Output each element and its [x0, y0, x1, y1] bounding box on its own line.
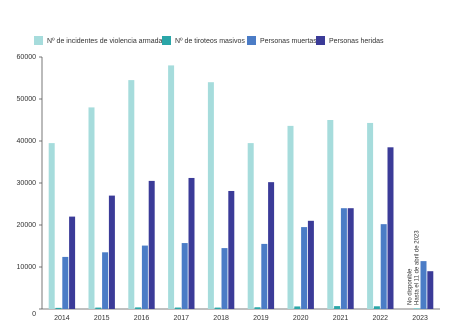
bar [327, 120, 334, 309]
bar [102, 252, 109, 309]
legend-swatch [34, 36, 43, 45]
bar [221, 248, 228, 309]
x-tick-label: 2023 [412, 315, 428, 322]
x-tick-label: 2015 [94, 315, 110, 322]
bar [181, 243, 188, 309]
bar [334, 306, 341, 309]
bar [174, 307, 181, 309]
annotation: No disponible [408, 268, 414, 305]
bar [88, 107, 95, 310]
x-tick-label: 2014 [54, 315, 70, 322]
x-tick-label: 2017 [174, 315, 190, 322]
legend-swatch [162, 36, 171, 45]
bar [62, 256, 69, 309]
bar [427, 271, 434, 309]
bar [69, 216, 76, 309]
bar [254, 307, 261, 309]
bar [247, 143, 254, 309]
y-tick-label: 40000 [17, 138, 37, 145]
y-tick-label: 0 [32, 311, 36, 318]
bar [214, 307, 221, 309]
bar [373, 306, 380, 309]
y-tick-label: 50000 [17, 96, 37, 103]
bar [207, 82, 214, 309]
legend-swatch [247, 36, 256, 45]
bar [168, 65, 175, 310]
bar [340, 208, 347, 309]
bar [128, 80, 135, 309]
x-tick-label: 2018 [213, 315, 229, 322]
bar [420, 261, 427, 309]
x-tick-label: 2022 [373, 315, 389, 322]
bar [188, 177, 195, 309]
bar [141, 245, 148, 309]
legend-swatch [316, 36, 325, 45]
bar [294, 306, 301, 309]
bar [301, 227, 308, 309]
x-tick-label: 2019 [253, 315, 269, 322]
y-tick-label: 20000 [17, 222, 37, 229]
bar [413, 308, 420, 309]
bar [387, 147, 394, 309]
bar [48, 143, 55, 309]
y-tick-label: 60000 [17, 54, 37, 61]
bar [148, 180, 155, 309]
bar [307, 220, 314, 309]
y-tick-label: 30000 [17, 180, 37, 187]
bar [261, 243, 268, 309]
plot-area: 0 10000 20000 30000 40000 50000 60000 2014 2015 2… [17, 54, 440, 322]
x-tick-label: 2021 [333, 315, 349, 322]
legend-label: Nº de tiroteos masivos [175, 38, 245, 45]
bar [380, 224, 387, 309]
bar [268, 182, 275, 309]
bar [347, 208, 354, 309]
bar [55, 307, 62, 309]
bar [367, 122, 374, 309]
legend-label: Personas muertas [260, 38, 317, 45]
x-tick-label: 2016 [134, 315, 150, 322]
bar [95, 307, 102, 309]
bar [135, 307, 142, 309]
annotation: Hasta el 11 de abril de 2023 [415, 230, 421, 305]
legend-label: Personas heridas [329, 38, 384, 45]
x-tick-label: 2020 [293, 315, 309, 322]
legend-label: Nº de incidentes de violencia armada [47, 38, 163, 45]
bar [108, 195, 115, 309]
y-tick-label: 10000 [17, 264, 37, 271]
legend: Nº de incidentes de violencia armada Nº d… [34, 36, 384, 45]
bar [228, 190, 235, 309]
bar [287, 125, 294, 309]
